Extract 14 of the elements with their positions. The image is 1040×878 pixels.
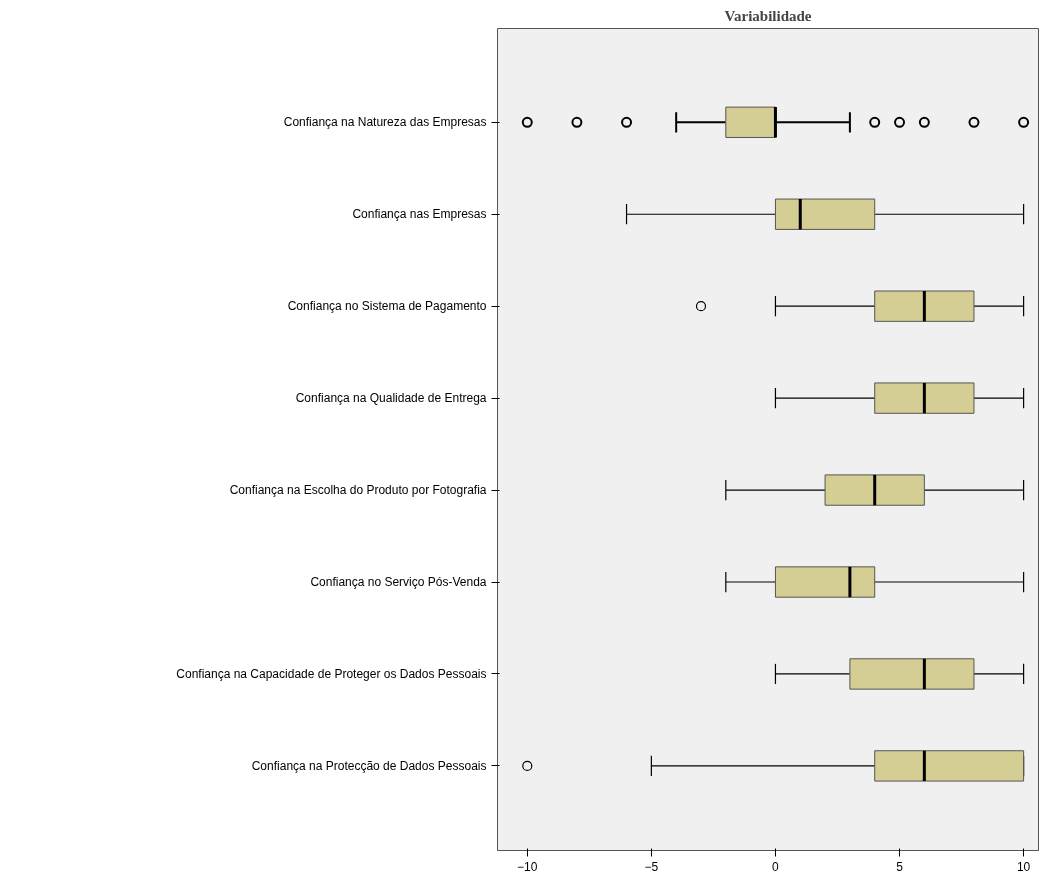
chart-title: Variabilidade	[724, 7, 812, 24]
x-tick-label: 5	[896, 859, 904, 874]
y-tick-label: Confiança na Natureza das Empresas	[283, 115, 487, 130]
y-tick-label: Confiança no Serviço Pós-Venda	[310, 575, 487, 590]
x-tick-label: −10	[517, 859, 538, 874]
x-tick-label: 0	[772, 859, 780, 874]
y-tick-label: Confiança no Sistema de Pagamento	[287, 299, 487, 314]
y-tick-label: Confiança na Escolha do Produto por Fotografia	[229, 483, 487, 498]
y-tick-label: Confiança na Qualidade de Entrega	[295, 391, 487, 406]
x-tick-label: 10	[1016, 859, 1031, 874]
y-tick-label: Confiança nas Empresas	[352, 207, 487, 222]
x-tick-label: −5	[644, 859, 659, 874]
y-tick-label: Confiança na Capacidade de Proteger os Dados Pessoais	[176, 666, 487, 681]
y-tick-label: Confiança na Protecção de Dados Pessoais	[251, 758, 487, 773]
